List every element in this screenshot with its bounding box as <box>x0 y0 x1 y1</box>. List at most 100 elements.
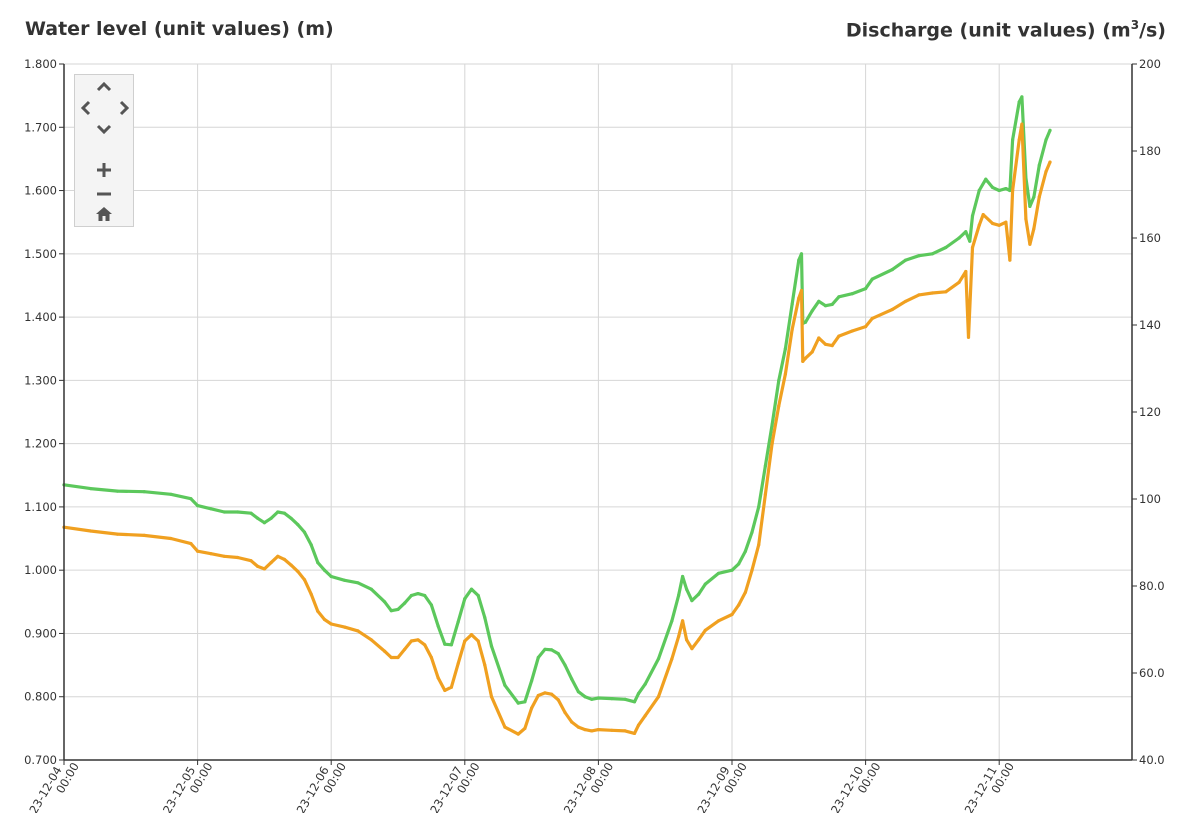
data-point <box>944 290 948 294</box>
navigation-panel <box>74 74 134 227</box>
data-point <box>550 692 554 696</box>
data-point <box>763 464 768 468</box>
data-point <box>977 188 981 193</box>
data-point <box>596 696 601 700</box>
data-point <box>302 530 307 534</box>
data-point <box>823 342 828 346</box>
plus-icon[interactable] <box>94 160 114 180</box>
data-point <box>777 404 781 408</box>
data-point <box>799 288 804 293</box>
data-point <box>977 223 981 227</box>
data-point <box>697 592 701 596</box>
left-tick-label: 1.500 <box>24 247 57 261</box>
left-arrow-icon[interactable] <box>76 98 96 118</box>
data-point <box>930 252 935 256</box>
data-point <box>904 258 908 262</box>
data-point <box>1011 188 1015 193</box>
data-point <box>403 601 407 605</box>
data-point <box>743 549 748 553</box>
right-arrow-icon[interactable] <box>114 98 134 118</box>
data-point <box>403 647 407 651</box>
data-point <box>656 657 661 661</box>
data-point <box>556 652 560 656</box>
data-point <box>196 504 200 508</box>
data-point <box>810 309 814 313</box>
data-point <box>89 529 93 533</box>
data-point <box>115 489 119 493</box>
data-point <box>115 532 119 536</box>
home-icon[interactable] <box>94 204 114 224</box>
data-point <box>1028 242 1032 246</box>
right-tick-label: 120 <box>1139 405 1161 419</box>
data-point <box>890 307 894 312</box>
data-point <box>469 633 474 637</box>
data-point <box>1037 163 1041 167</box>
data-point <box>750 568 754 572</box>
data-point <box>1017 138 1021 142</box>
up-arrow-icon[interactable] <box>94 77 114 97</box>
data-point <box>944 245 948 250</box>
right-tick-label: 180 <box>1139 144 1161 158</box>
left-axis-ticks: 0.700 0.800 0.900 1.000 1.100 1.200 1.300 1.400… <box>24 57 64 767</box>
data-point <box>970 214 975 218</box>
down-arrow-icon[interactable] <box>94 119 114 139</box>
data-point <box>717 619 721 623</box>
data-point <box>416 592 420 596</box>
data-point <box>383 600 387 604</box>
data-point <box>817 299 821 303</box>
data-point <box>463 597 467 601</box>
data-point <box>610 728 614 732</box>
data-point <box>790 302 794 306</box>
data-point <box>1024 217 1028 221</box>
data-point <box>797 258 801 262</box>
data-point <box>697 638 701 642</box>
data-point <box>262 567 266 571</box>
data-point <box>550 648 554 652</box>
data-point <box>276 510 280 514</box>
data-point <box>783 347 788 351</box>
data-point <box>850 329 854 333</box>
right-axis-title-tail: /s) <box>1139 19 1166 42</box>
data-point <box>797 296 801 300</box>
data-point <box>196 549 200 553</box>
data-point <box>456 620 460 624</box>
data-point <box>476 593 480 598</box>
data-point <box>443 642 447 646</box>
data-point <box>396 655 400 660</box>
data-point <box>276 554 280 558</box>
data-point <box>583 728 587 732</box>
data-point <box>456 662 460 666</box>
data-point <box>209 552 213 556</box>
data-point <box>503 725 507 729</box>
data-point <box>189 497 193 501</box>
right-axis-title-sup: 3 <box>1130 18 1140 32</box>
data-point <box>750 530 754 534</box>
data-point <box>1004 187 1008 191</box>
data-point <box>1004 220 1008 224</box>
data-point <box>189 542 193 546</box>
data-point <box>563 710 567 715</box>
left-tick-label: 1.700 <box>24 120 57 134</box>
minus-icon[interactable] <box>94 184 114 204</box>
data-point <box>770 442 774 446</box>
data-point <box>677 593 681 598</box>
data-point <box>850 292 854 296</box>
data-point <box>449 685 453 689</box>
data-point <box>436 624 440 628</box>
data-point <box>799 252 804 256</box>
left-tick-label: 0.700 <box>24 753 57 767</box>
right-axis-title-base: Discharge (unit values) (m <box>845 19 1131 42</box>
data-point <box>409 639 413 643</box>
data-point <box>681 619 685 623</box>
right-tick-label: 80.0 <box>1139 579 1165 593</box>
data-point <box>209 507 213 511</box>
data-point <box>262 521 266 525</box>
data-point <box>169 536 173 541</box>
data-point <box>717 571 721 575</box>
data-point <box>269 516 273 520</box>
data-point <box>632 731 637 736</box>
